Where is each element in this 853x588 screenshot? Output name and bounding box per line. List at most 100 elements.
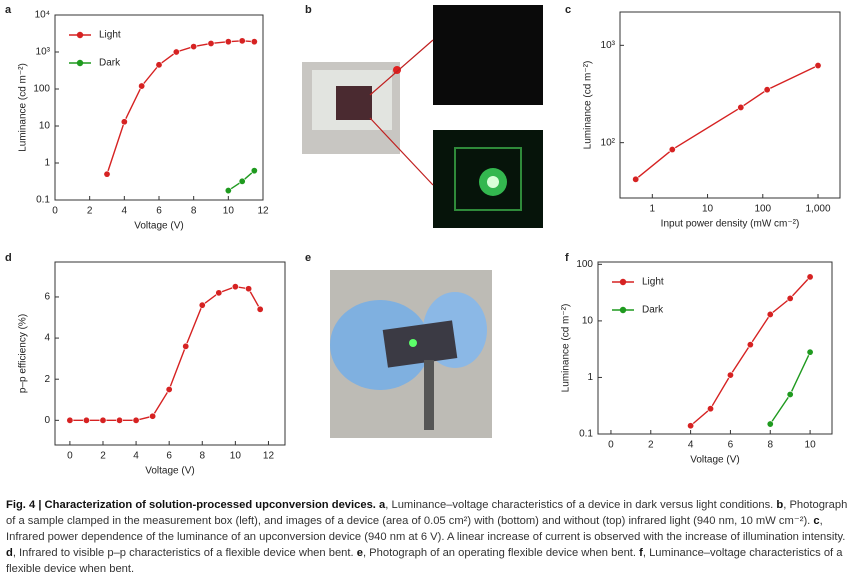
data-point xyxy=(132,416,140,424)
data-point xyxy=(763,86,771,94)
data-point xyxy=(806,348,814,356)
x-tick-label: 2 xyxy=(648,440,654,451)
data-point xyxy=(766,420,774,428)
device xyxy=(382,320,458,368)
x-tick-label: 100 xyxy=(754,204,771,215)
caption-text: , Photograph of a sample clamped in the … xyxy=(6,499,848,527)
axes-frame xyxy=(54,261,286,446)
panel-label: c xyxy=(565,4,571,16)
panel: d 0 2 4 6 8 10 12 0 2 4 6 Voltage (V) p–p efficiency … xyxy=(5,252,286,477)
x-tick-label: 10 xyxy=(805,440,817,451)
axes-frame xyxy=(54,14,264,201)
x-tick-label: 4 xyxy=(122,206,128,217)
data-point xyxy=(814,62,822,70)
y-tick-label: 10 xyxy=(39,121,51,132)
panel: a 0 2 4 6 8 10 12 0.1 1 10 100 10³ 10⁴ Voltage (V) Lumi… xyxy=(5,4,269,232)
x-tick-label: 2 xyxy=(100,451,106,462)
data-point xyxy=(746,341,754,349)
legend-marker xyxy=(619,278,627,286)
y-tick-label: 10³ xyxy=(601,40,616,51)
axes-frame xyxy=(597,261,833,435)
y-axis-label: Luminance (cd m⁻²) xyxy=(583,61,594,150)
y-tick-label: 10⁴ xyxy=(35,10,50,21)
x-tick-label: 12 xyxy=(263,451,275,462)
panel-label: f xyxy=(565,252,569,264)
data-point xyxy=(256,305,264,313)
caption-text: , Luminance–voltage characteristics of a… xyxy=(385,499,777,511)
x-axis-label: Voltage (V) xyxy=(690,455,739,466)
sample xyxy=(336,86,372,120)
x-tick-label: 10 xyxy=(223,206,235,217)
y-tick-label: 0 xyxy=(44,415,50,426)
x-axis-label: Voltage (V) xyxy=(134,221,183,232)
panel-label: a xyxy=(5,4,12,16)
data-point xyxy=(786,390,794,398)
led xyxy=(393,66,401,74)
data-point xyxy=(250,38,258,46)
x-tick-label: 0 xyxy=(608,440,614,451)
panel-label: d xyxy=(5,252,12,264)
axes-frame xyxy=(619,11,841,199)
data-point xyxy=(707,405,715,413)
device-edge xyxy=(454,147,522,211)
data-point xyxy=(687,422,695,430)
x-tick-label: 8 xyxy=(191,206,197,217)
x-tick-label: 1 xyxy=(650,204,656,215)
x-tick-label: 10 xyxy=(230,451,242,462)
data-point xyxy=(138,82,146,90)
data-point xyxy=(149,412,157,420)
glove xyxy=(330,300,430,390)
y-tick-label: 4 xyxy=(44,333,50,344)
x-axis-label: Input power density (mW cm⁻²) xyxy=(661,219,800,230)
data-point xyxy=(766,310,774,318)
legend-label: Light xyxy=(642,277,664,288)
x-tick-label: 4 xyxy=(133,451,139,462)
data-point xyxy=(172,48,180,56)
data-point xyxy=(198,301,206,309)
data-point xyxy=(786,294,794,302)
dark-image xyxy=(433,5,543,105)
caption-text: b xyxy=(776,499,784,511)
data-point xyxy=(120,118,128,126)
data-point xyxy=(182,342,190,350)
y-tick-label: 0.1 xyxy=(579,429,593,440)
series-line xyxy=(69,285,261,422)
x-tick-label: 6 xyxy=(156,206,162,217)
caption-text: Fig. 4 | Characterization of solution-pr… xyxy=(6,499,386,511)
y-axis-label: Luminance (cd m⁻²) xyxy=(18,63,29,152)
glow-core xyxy=(487,176,499,188)
data-point xyxy=(155,61,163,69)
y-tick-label: 10³ xyxy=(36,47,51,58)
x-tick-label: 6 xyxy=(728,440,734,451)
caption-text: e xyxy=(356,547,363,559)
legend-label: Light xyxy=(99,30,121,41)
x-tick-label: 6 xyxy=(166,451,172,462)
x-tick-label: 12 xyxy=(257,206,269,217)
series-line xyxy=(106,40,255,175)
caption-text: , Infrared power dependence of the lumin… xyxy=(6,515,846,543)
data-point xyxy=(238,177,246,185)
data-point xyxy=(165,385,173,393)
y-tick-label: 1 xyxy=(44,158,50,169)
data-point xyxy=(116,416,124,424)
series-line xyxy=(635,64,819,180)
x-axis-label: Voltage (V) xyxy=(145,466,194,477)
data-point xyxy=(190,43,198,51)
panel-label: e xyxy=(305,252,311,264)
photo-e xyxy=(330,270,492,438)
panel: f 0 2 4 6 8 10 0.1 1 10 100 Voltage (V) Luminance (c… xyxy=(561,252,833,466)
x-tick-label: 0 xyxy=(67,451,73,462)
caption: Fig. 4 | Characterization of solution-pr… xyxy=(6,497,848,577)
x-tick-label: 8 xyxy=(767,440,773,451)
data-point xyxy=(806,273,814,281)
pointer xyxy=(369,39,434,96)
data-point xyxy=(224,38,232,46)
data-point xyxy=(231,283,239,291)
caption-text: d xyxy=(6,547,13,559)
data-point xyxy=(66,416,74,424)
series-line xyxy=(769,351,811,425)
legend-marker xyxy=(619,306,627,314)
data-point xyxy=(215,289,223,297)
